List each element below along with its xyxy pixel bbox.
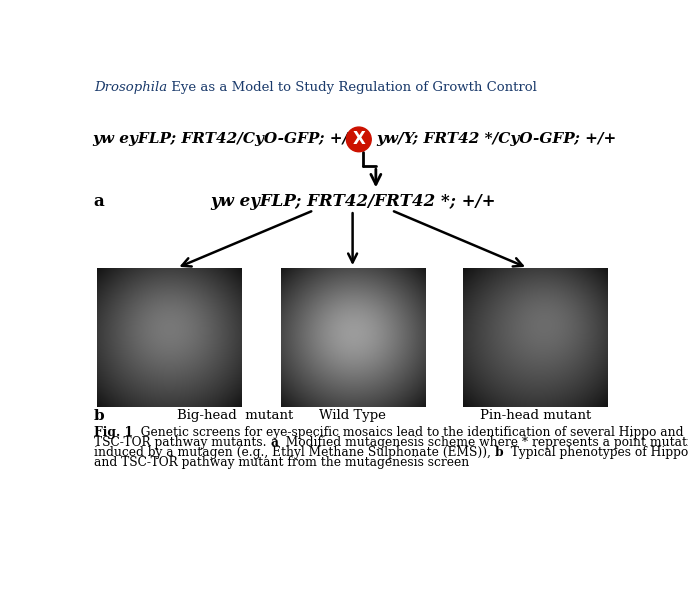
Text: yw eyFLP; FRT42/FRT42 *; +/+: yw eyFLP; FRT42/FRT42 *; +/+ [210,192,495,210]
Text: Drosophila: Drosophila [94,81,167,94]
Text: yw eyFLP; FRT42/CyO-GFP; +/+: yw eyFLP; FRT42/CyO-GFP; +/+ [92,133,361,146]
Text: Typical phenotypes of Hippo: Typical phenotypes of Hippo [503,446,688,459]
Text: induced by a mutagen (e.g., Ethyl Methane Sulphonate (EMS)),: induced by a mutagen (e.g., Ethyl Methan… [94,446,495,459]
Text: Modified mutagenesis scheme where * represents a point mutation: Modified mutagenesis scheme where * repr… [278,436,688,449]
Text: Pin-head mutant: Pin-head mutant [480,410,591,422]
Text: b: b [94,409,105,423]
Text: TSC-TOR pathway mutants.: TSC-TOR pathway mutants. [94,436,270,449]
Text: b: b [495,446,503,459]
Text: a: a [270,436,278,449]
Text: yw/Y; FRT42 */CyO-GFP; +/+: yw/Y; FRT42 */CyO-GFP; +/+ [376,133,616,146]
Circle shape [346,127,372,152]
Text: Genetic screens for eye-specific mosaics lead to the identification of several H: Genetic screens for eye-specific mosaics… [133,426,683,439]
Text: a: a [94,192,105,210]
Text: and TSC-TOR pathway mutant from the mutagenesis screen: and TSC-TOR pathway mutant from the muta… [94,456,469,469]
Text: Wild Type: Wild Type [319,410,386,422]
Text: Fig. 1: Fig. 1 [94,426,133,439]
Text: X: X [352,130,365,149]
Text: Eye as a Model to Study Regulation of Growth Control: Eye as a Model to Study Regulation of Gr… [167,81,537,94]
Text: Big-head  mutant: Big-head mutant [177,410,293,422]
